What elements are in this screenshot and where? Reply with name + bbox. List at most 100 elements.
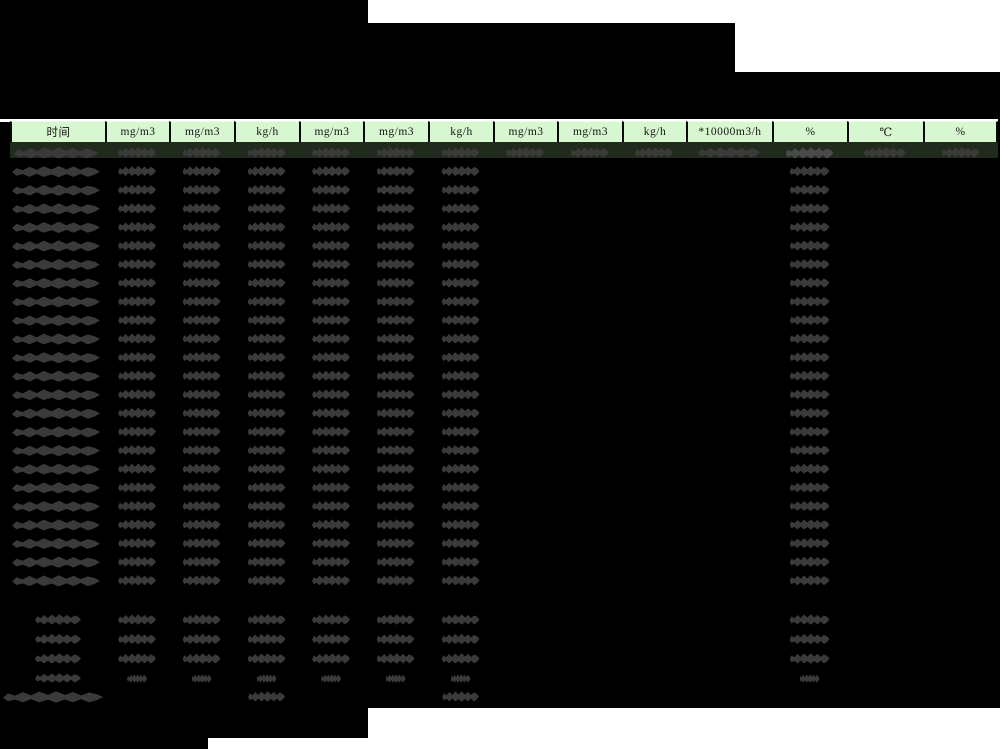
redacted-percent-value: [789, 575, 830, 586]
redacted-cell-value: [182, 482, 221, 493]
table-header-row: 时间 mg/m3 mg/m3 kg/h mg/m3 mg/m3 kg/h mg/m3 mg/m3…: [0, 121, 1000, 142]
redacted-cell-value: [441, 575, 480, 586]
redacted-cell-value: [118, 351, 156, 363]
redacted-subheader-label: [941, 147, 980, 158]
redacted-time-value: [12, 203, 100, 215]
redacted-cell-value: [312, 407, 350, 419]
redacted-time-value: [12, 407, 100, 419]
redacted-cell-value: [376, 482, 415, 493]
column-header-unit-3: kg/h: [234, 121, 299, 142]
redacted-cell-value: [118, 653, 156, 664]
redacted-total-label: [3, 691, 103, 703]
redacted-total-value: [442, 691, 479, 702]
redacted-cell-value: [191, 674, 212, 683]
redacted-cell-value: [312, 463, 350, 474]
redacted-cell-value: [182, 221, 221, 233]
redacted-summary-label: [35, 673, 81, 683]
redacted-percent-value: [789, 258, 830, 270]
redacted-cell-value: [376, 333, 415, 344]
redacted-cell-value: [376, 314, 415, 326]
redacted-cell-value: [441, 426, 480, 437]
redacted-cell-value: [441, 389, 480, 400]
redacted-cell-value: [376, 463, 415, 474]
redacted-cell-value: [441, 277, 480, 288]
redacted-subheader-label: [864, 147, 906, 158]
redacted-cell-value: [376, 351, 415, 363]
redacted-cell-value: [441, 314, 480, 326]
redacted-cell-value: [312, 519, 350, 530]
redacted-cell-value: [118, 314, 156, 326]
redacted-cell-value: [376, 407, 415, 419]
redacted-percent-value: [789, 296, 830, 307]
redacted-cell-value: [127, 674, 147, 683]
column-header-unit-13: %: [923, 121, 998, 142]
redacted-cell-value: [247, 314, 286, 326]
redacted-time-value: [12, 519, 100, 531]
redacted-cell-value: [118, 444, 156, 456]
redacted-cell-value: [182, 240, 221, 251]
redacted-percent-value: [789, 240, 830, 251]
column-header-unit-12: ℃: [847, 121, 923, 142]
redacted-cell-value: [441, 240, 480, 251]
redacted-cell-value: [182, 258, 221, 270]
redacted-cell-value: [118, 240, 156, 251]
column-header-unit-2: mg/m3: [169, 121, 234, 142]
redacted-cell-value: [118, 519, 156, 530]
redacted-cell-value: [118, 482, 156, 493]
redacted-subheader-label: [785, 147, 834, 159]
redacted-cell-value: [441, 614, 480, 625]
redacted-subheader-label: [441, 147, 480, 158]
redacted-cell-value: [118, 370, 156, 381]
redacted-cell-value: [376, 556, 415, 567]
redacted-cell-value: [247, 184, 286, 195]
redacted-cell-value: [182, 426, 221, 437]
redacted-cell-value: [247, 389, 286, 400]
redacted-cell-value: [182, 444, 221, 456]
redacted-cell-value: [312, 277, 350, 288]
redacted-cell-value: [247, 370, 286, 381]
redacted-subheader-label: [698, 147, 760, 158]
redacted-cell-value: [441, 407, 480, 419]
redacted-cell-value: [118, 633, 156, 645]
redacted-subheader-label: [247, 147, 286, 158]
redacted-percent-value: [789, 351, 830, 363]
paper-white-region: [735, 23, 1000, 72]
redacted-cell-value: [312, 221, 350, 233]
redacted-percent-value: [789, 556, 830, 567]
redacted-time-value: [12, 482, 100, 494]
redacted-time-value: [12, 165, 100, 178]
redacted-time-value: [12, 314, 100, 326]
redacted-cell-value: [182, 500, 221, 512]
redacted-cell-value: [182, 165, 221, 177]
redacted-cell-value: [182, 296, 221, 307]
redacted-time-value: [12, 556, 100, 568]
redacted-time-value: [12, 444, 100, 457]
redacted-cell-value: [441, 463, 480, 474]
redacted-cell-value: [441, 203, 480, 214]
redacted-cell-value: [182, 277, 221, 288]
redacted-cell-value: [376, 500, 415, 512]
redacted-cell-value: [312, 203, 350, 214]
redacted-cell-value: [182, 463, 221, 474]
redacted-cell-value: [247, 277, 286, 288]
redacted-cell-value: [441, 537, 480, 549]
redacted-cell-value: [182, 184, 221, 195]
redacted-percent-value: [789, 184, 830, 195]
redacted-cell-value: [247, 203, 286, 214]
redacted-cell-value: [312, 426, 350, 437]
redacted-percent-value: [789, 314, 830, 326]
redacted-cell-value: [376, 633, 415, 645]
redacted-cell-value: [376, 221, 415, 233]
redacted-subheader-label: [118, 147, 156, 158]
redacted-percent-value: [789, 407, 830, 419]
redacted-cell-value: [376, 203, 415, 214]
redacted-cell-value: [182, 519, 221, 530]
redacted-cell-value: [118, 407, 156, 419]
column-header-unit-5: mg/m3: [363, 121, 428, 142]
redacted-cell-value: [247, 240, 286, 251]
redacted-cell-value: [376, 519, 415, 530]
redacted-summary-label: [35, 614, 81, 625]
redacted-time-value: [12, 258, 100, 271]
redacted-percent-value: [789, 653, 830, 664]
redacted-subheader-label: [635, 147, 673, 158]
